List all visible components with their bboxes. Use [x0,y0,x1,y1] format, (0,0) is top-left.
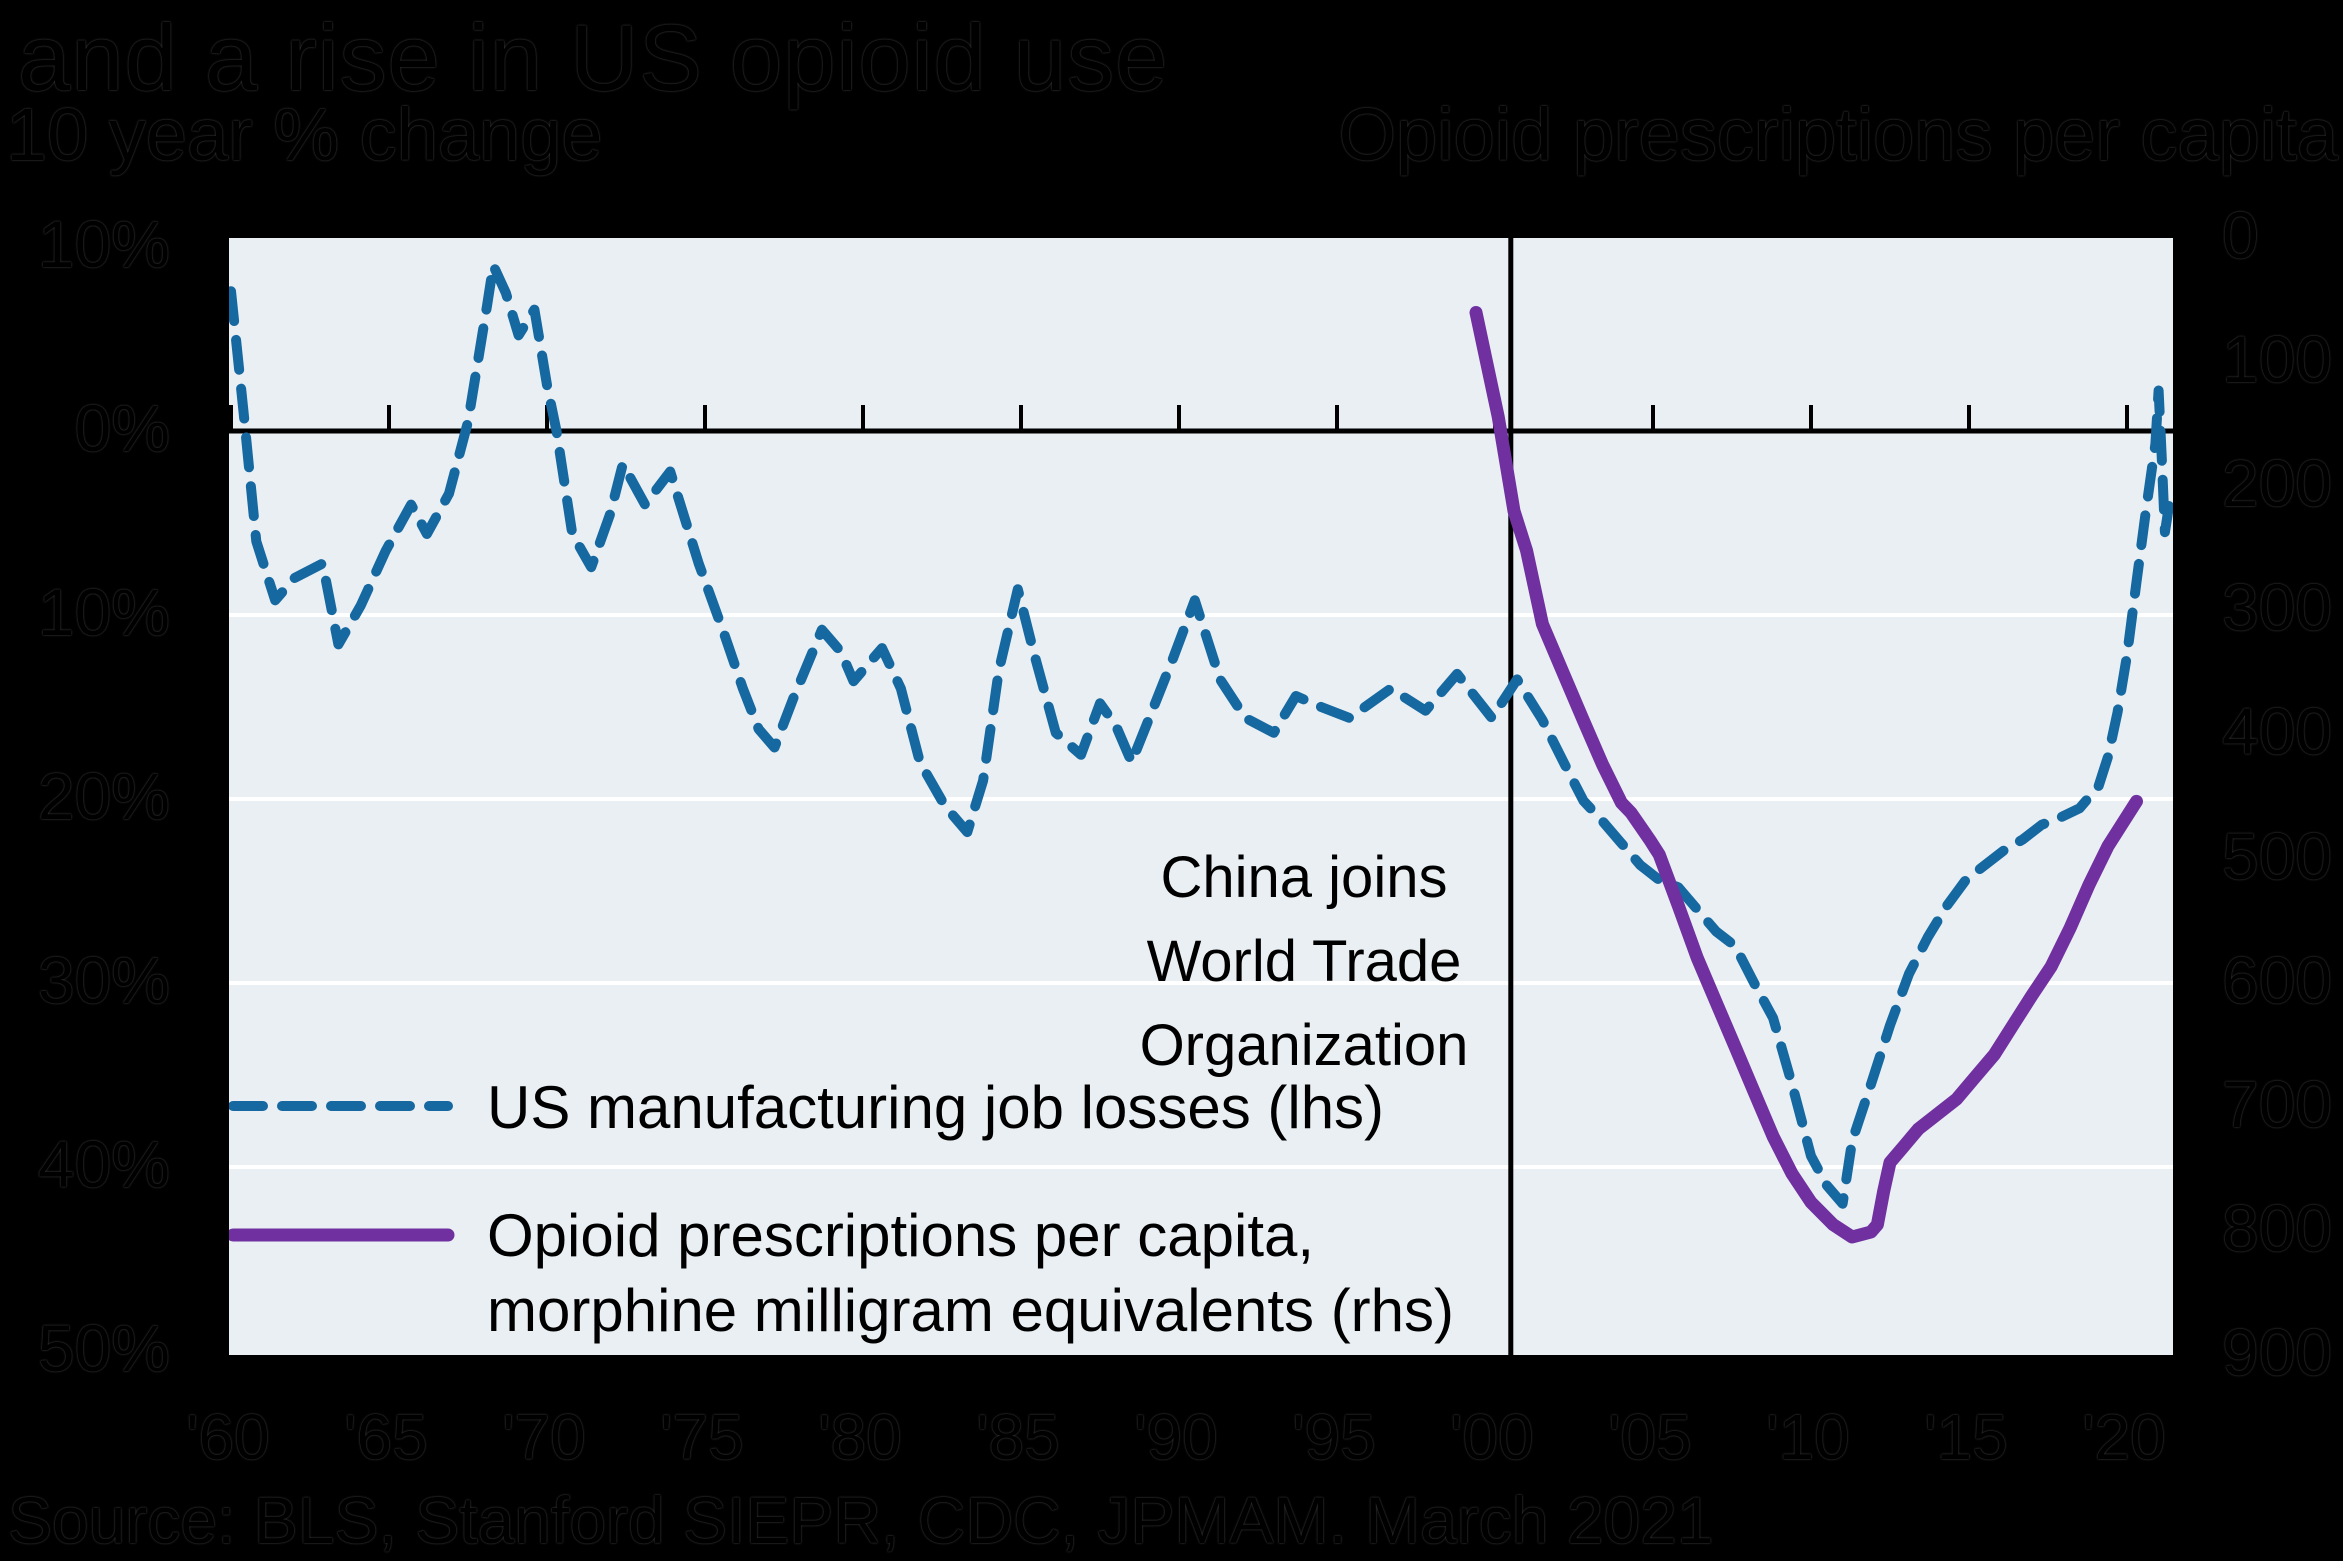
plot-area: China joins World Trade Organization US … [226,235,2177,1360]
x-axis-tick-label: '00 [1450,1401,1534,1473]
legend-opioid-label: Opioid prescriptions per capita, morphin… [487,1198,1454,1348]
left-axis-tick-label: 10% [37,575,170,649]
left-axis-title: 10 year % change [6,93,603,176]
right-axis-tick-label: 100 [2222,322,2333,397]
x-axis-tick-label: '60 [186,1401,270,1473]
x-axis-tick-label: '15 [1924,1401,2008,1473]
chart-canvas [229,238,2173,1355]
left-axis-tick-label: 50% [37,1311,170,1385]
x-axis-tick-label: '95 [1292,1401,1376,1473]
x-axis-tick-label: '05 [1608,1401,1692,1473]
job-losses-line [229,260,2173,1209]
right-axis-tick-label: 200 [2222,446,2333,521]
x-axis-tick-label: '90 [1134,1401,1218,1473]
chart-title: and a rise in US opioid use [18,5,1169,110]
x-axis-tick-label: '20 [2082,1401,2166,1473]
x-axis-tick-label: '65 [344,1401,428,1473]
right-axis-tick-label: 400 [2222,694,2333,769]
wto-annotation-line1: China joins [1160,845,1448,910]
right-axis-tick-label: 300 [2222,570,2333,645]
left-axis-tick-label: 20% [37,759,170,833]
legend-job-losses-label: US manufacturing job losses (lhs) [487,1074,1385,1141]
right-axis-tick-label: 600 [2222,942,2333,1017]
x-axis-tick-label: '75 [660,1401,744,1473]
right-axis-tick-label: 800 [2222,1190,2333,1265]
right-axis-tick-label: 700 [2222,1066,2333,1141]
x-axis-tick-label: '70 [502,1401,586,1473]
left-axis-tick-label: 40% [37,1127,170,1201]
source-note: Source: BLS, Stanford SIEPR, CDC, JPMAM.… [8,1483,1714,1557]
left-axis-tick-label: 30% [37,943,170,1017]
legend-opioid-label-line2: morphine milligram equivalents (rhs) [487,1277,1455,1344]
right-axis-tick-label: 900 [2222,1314,2333,1389]
wto-annotation: China joins World Trade Organization [1089,836,1519,1088]
right-axis-title: Opioid prescriptions per capita [1338,93,2338,176]
x-axis-tick-label: '10 [1766,1401,1850,1473]
x-axis-tick-label: '80 [818,1401,902,1473]
left-axis-tick-label: 10% [37,207,170,281]
x-axis-tick-label: '85 [976,1401,1060,1473]
right-axis-tick-label: 0 [2222,198,2259,272]
legend-opioid-label-line1: Opioid prescriptions per capita, [487,1202,1315,1269]
left-axis-tick-label: 0% [74,391,170,465]
wto-annotation-line2: World Trade [1146,929,1462,994]
right-axis-tick-label: 500 [2222,818,2333,893]
opioid-line [1469,306,2143,1244]
wto-annotation-line3: Organization [1139,1013,1469,1078]
